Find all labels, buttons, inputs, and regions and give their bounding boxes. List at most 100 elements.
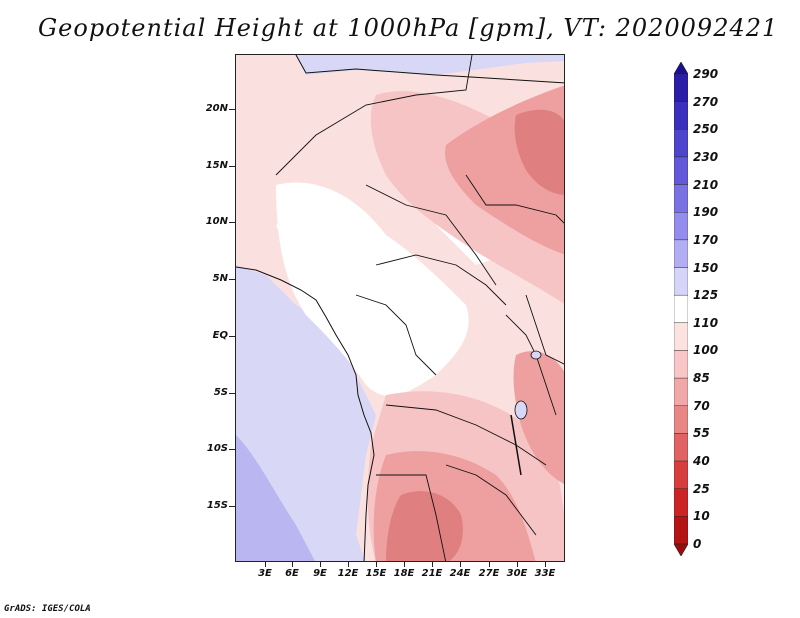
colorbar-segment bbox=[674, 184, 688, 213]
border-7 bbox=[445, 464, 537, 536]
colorbar-segment bbox=[674, 460, 688, 489]
colorbar-segment bbox=[674, 377, 688, 406]
lon-label: 9E bbox=[313, 568, 327, 579]
lat-tick bbox=[229, 506, 235, 507]
lake-3 bbox=[530, 350, 542, 360]
colorbar-label: 290 bbox=[693, 67, 719, 81]
lat-label: 10N bbox=[205, 216, 228, 227]
lon-tick bbox=[545, 562, 546, 567]
colorbar-segment bbox=[674, 294, 688, 324]
lat-tick bbox=[229, 109, 235, 110]
lon-tick bbox=[376, 562, 377, 567]
lon-label: 33E bbox=[534, 568, 556, 579]
border-5 bbox=[385, 404, 547, 466]
colorbar-label: 125 bbox=[693, 288, 719, 303]
colorbar-label: 230 bbox=[693, 149, 719, 164]
lon-tick bbox=[517, 562, 518, 567]
chart-title: Geopotential Height at 1000hPa [gpm], VT… bbox=[38, 14, 779, 42]
lon-tick bbox=[320, 562, 321, 567]
colorbar-label: 170 bbox=[693, 232, 719, 247]
colorbar-segment bbox=[674, 156, 688, 185]
lon-label: 15E bbox=[365, 568, 387, 579]
border-6 bbox=[376, 474, 447, 561]
lat-tick bbox=[229, 222, 235, 223]
colorbar-label: 190 bbox=[693, 205, 719, 220]
lat-label: 5S bbox=[213, 387, 228, 398]
land-high-east bbox=[513, 351, 564, 484]
colorbar-label: 40 bbox=[693, 454, 710, 469]
lon-tick bbox=[348, 562, 349, 567]
colorbar-label: 210 bbox=[693, 177, 719, 192]
colorbar-label: 0 bbox=[693, 537, 702, 551]
lat-label: 15N bbox=[205, 160, 228, 171]
lon-tick bbox=[432, 562, 433, 567]
coastline-north bbox=[295, 55, 564, 84]
colorbar-segment bbox=[674, 322, 688, 351]
lon-label: 24E bbox=[449, 568, 471, 579]
colorbar-segment bbox=[674, 488, 688, 517]
lat-tick bbox=[229, 279, 235, 280]
lake-1 bbox=[514, 400, 528, 420]
footer-credit: GrADS: IGES/COLA bbox=[4, 604, 91, 614]
lon-tick bbox=[489, 562, 490, 567]
colorbar bbox=[674, 62, 688, 556]
colorbar-label: 85 bbox=[693, 371, 710, 386]
lat-label: EQ bbox=[212, 330, 228, 341]
colorbar-label: 25 bbox=[693, 481, 710, 496]
border-3 bbox=[375, 254, 507, 306]
lon-label: 21E bbox=[421, 568, 443, 579]
colorbar-label: 250 bbox=[693, 122, 719, 137]
lon-label: 18E bbox=[393, 568, 415, 579]
lat-tick bbox=[229, 166, 235, 167]
lat-label: 20N bbox=[205, 103, 228, 114]
colorbar-segment bbox=[674, 516, 688, 545]
coastline-west bbox=[236, 266, 375, 561]
map-panel bbox=[235, 54, 565, 562]
map-svg bbox=[236, 55, 564, 561]
colorbar-bottom-triangle bbox=[674, 543, 688, 556]
lon-label: 30E bbox=[506, 568, 528, 579]
colorbar-label: 270 bbox=[693, 94, 719, 109]
lon-tick bbox=[265, 562, 266, 567]
lon-tick bbox=[404, 562, 405, 567]
colorbar-segment bbox=[674, 212, 688, 241]
lon-label: 3E bbox=[258, 568, 272, 579]
peak-south bbox=[386, 491, 463, 561]
colorbar-label: 55 bbox=[693, 426, 710, 441]
lon-label: 12E bbox=[337, 568, 359, 579]
colorbar-label: 70 bbox=[693, 398, 710, 413]
colorbar-segment bbox=[674, 101, 688, 130]
ocean-deep-sw bbox=[236, 435, 315, 561]
colorbar-segment bbox=[674, 239, 688, 268]
lon-tick bbox=[460, 562, 461, 567]
colorbar-segment bbox=[674, 267, 688, 296]
colorbar-segment bbox=[674, 405, 688, 434]
lon-label: 6E bbox=[285, 568, 299, 579]
colorbar-segment bbox=[674, 73, 688, 102]
border-2 bbox=[365, 184, 497, 286]
lake-2 bbox=[510, 414, 522, 476]
border-9 bbox=[465, 174, 564, 224]
colorbar-segment bbox=[674, 129, 688, 158]
colorbar-label: 100 bbox=[693, 343, 719, 358]
peak-northeast bbox=[514, 109, 564, 195]
colorbar-segment bbox=[674, 350, 688, 379]
colorbar-label: 150 bbox=[693, 260, 719, 275]
colorbar-top-triangle bbox=[674, 62, 688, 75]
lat-label: 15S bbox=[206, 500, 228, 511]
lat-label: 5N bbox=[212, 273, 228, 284]
border-1 bbox=[275, 55, 473, 176]
land-white-west bbox=[276, 221, 326, 255]
land-white-central bbox=[276, 182, 469, 396]
lat-tick bbox=[229, 336, 235, 337]
lon-tick bbox=[292, 562, 293, 567]
lat-tick bbox=[229, 393, 235, 394]
colorbar-label: 110 bbox=[693, 315, 719, 330]
lat-label: 10S bbox=[206, 443, 228, 454]
colorbar-segment bbox=[674, 433, 688, 462]
lat-tick bbox=[229, 449, 235, 450]
lon-label: 27E bbox=[478, 568, 500, 579]
colorbar-label: 10 bbox=[693, 509, 710, 524]
border-4 bbox=[355, 294, 437, 376]
border-10 bbox=[525, 294, 564, 365]
